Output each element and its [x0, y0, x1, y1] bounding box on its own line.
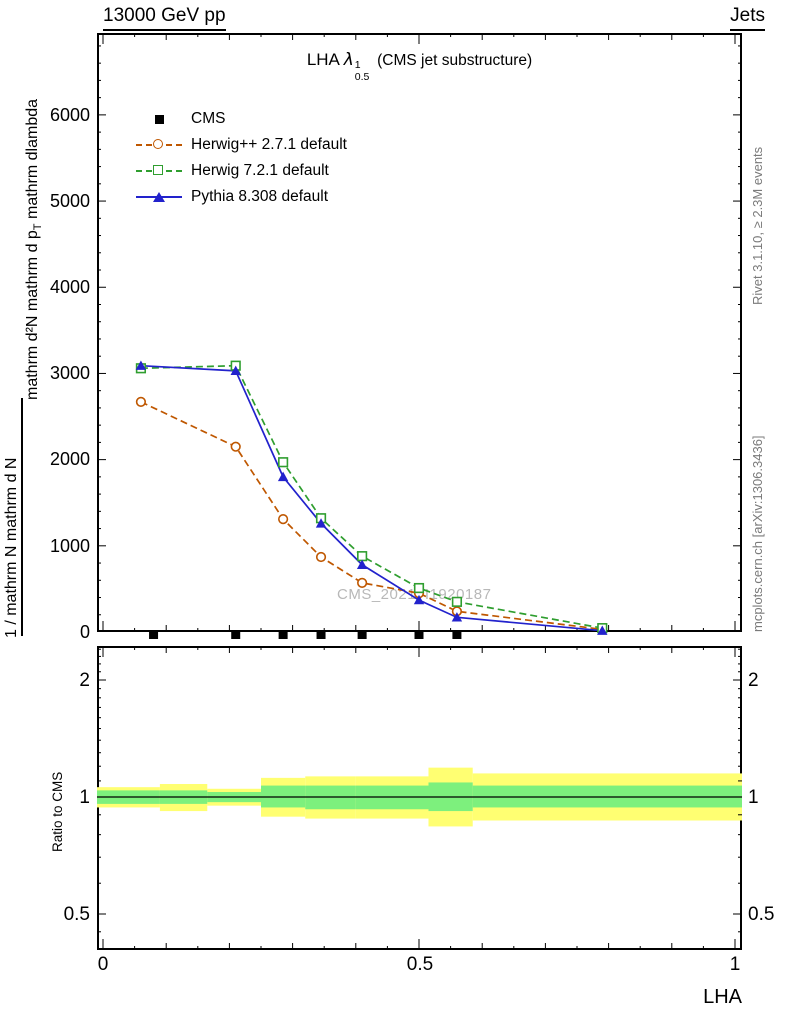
- lambda-superscript: 1: [354, 59, 361, 71]
- x-tick-05: 0.5: [406, 954, 434, 975]
- x-axis-title: LHA: [703, 986, 742, 1008]
- plot-title: LHA λ 1 0.5 (CMS jet substructure): [97, 50, 742, 82]
- lambda-subscript: 0.5: [354, 70, 370, 83]
- lambda-symbol: λ: [343, 50, 354, 70]
- pythia-marker-icon: [135, 189, 183, 205]
- ratio-tick-left-1: 1: [79, 787, 90, 808]
- rivet-version-note: Rivet 3.1.10, ≥ 2.3M events: [750, 146, 765, 305]
- y-axis-label-inner-sub: T: [32, 223, 45, 231]
- y-axis-fraction-bar: [21, 398, 23, 636]
- ratio-tick-right-05: 0.5: [748, 904, 775, 925]
- ratio-tick-right-2: 2: [748, 670, 759, 691]
- herwig7-marker-icon: [135, 163, 183, 179]
- ratio-tick-left-2: 2: [79, 670, 90, 691]
- ratio-tick-right-1: 1: [748, 787, 759, 808]
- beam-energy-label: 13000 GeV pp: [103, 5, 226, 31]
- y-tick-5000: 5000: [49, 191, 90, 211]
- x-tick-1: 1: [729, 954, 741, 975]
- y-tick-3000: 3000: [49, 363, 90, 383]
- plot-title-prefix: LHA: [306, 50, 339, 69]
- legend-item-herwigpp: Herwig++ 2.7.1 default: [135, 132, 347, 158]
- legend-label-cms: CMS: [191, 110, 226, 127]
- mcplots-reference-note: mcplots.cern.ch [arXiv:1306.3436]: [750, 435, 765, 632]
- plot-title-suffix: (CMS jet substructure): [377, 52, 533, 69]
- legend-item-herwig7: Herwig 7.2.1 default: [135, 158, 347, 184]
- x-tick-0: 0: [97, 954, 109, 975]
- cms-marker-icon: [135, 111, 183, 127]
- ratio-plot-canvas: [97, 646, 742, 950]
- y-axis-label-outer: 1 / mathrm N mathrm d N: [3, 457, 20, 638]
- legend-label-pythia: Pythia 8.308 default: [191, 188, 329, 205]
- y-tick-1000: 1000: [49, 536, 90, 556]
- legend: CMS Herwig++ 2.7.1 default Herwig 7.2.1 …: [135, 106, 347, 210]
- ratio-tick-left-05: 0.5: [63, 904, 90, 925]
- y-tick-6000: 6000: [49, 105, 90, 125]
- analysis-group-label: Jets: [730, 5, 765, 31]
- legend-item-pythia: Pythia 8.308 default: [135, 184, 347, 210]
- legend-label-herwig7: Herwig 7.2.1 default: [191, 162, 329, 179]
- y-tick-2000: 2000: [49, 449, 90, 469]
- y-tick-0: 0: [79, 622, 90, 642]
- legend-item-cms: CMS: [135, 106, 347, 132]
- legend-label-herwigpp: Herwig++ 2.7.1 default: [191, 136, 347, 153]
- herwigpp-marker-icon: [135, 137, 183, 153]
- y-tick-4000: 4000: [49, 277, 90, 297]
- main-plot-canvas: [97, 33, 742, 639]
